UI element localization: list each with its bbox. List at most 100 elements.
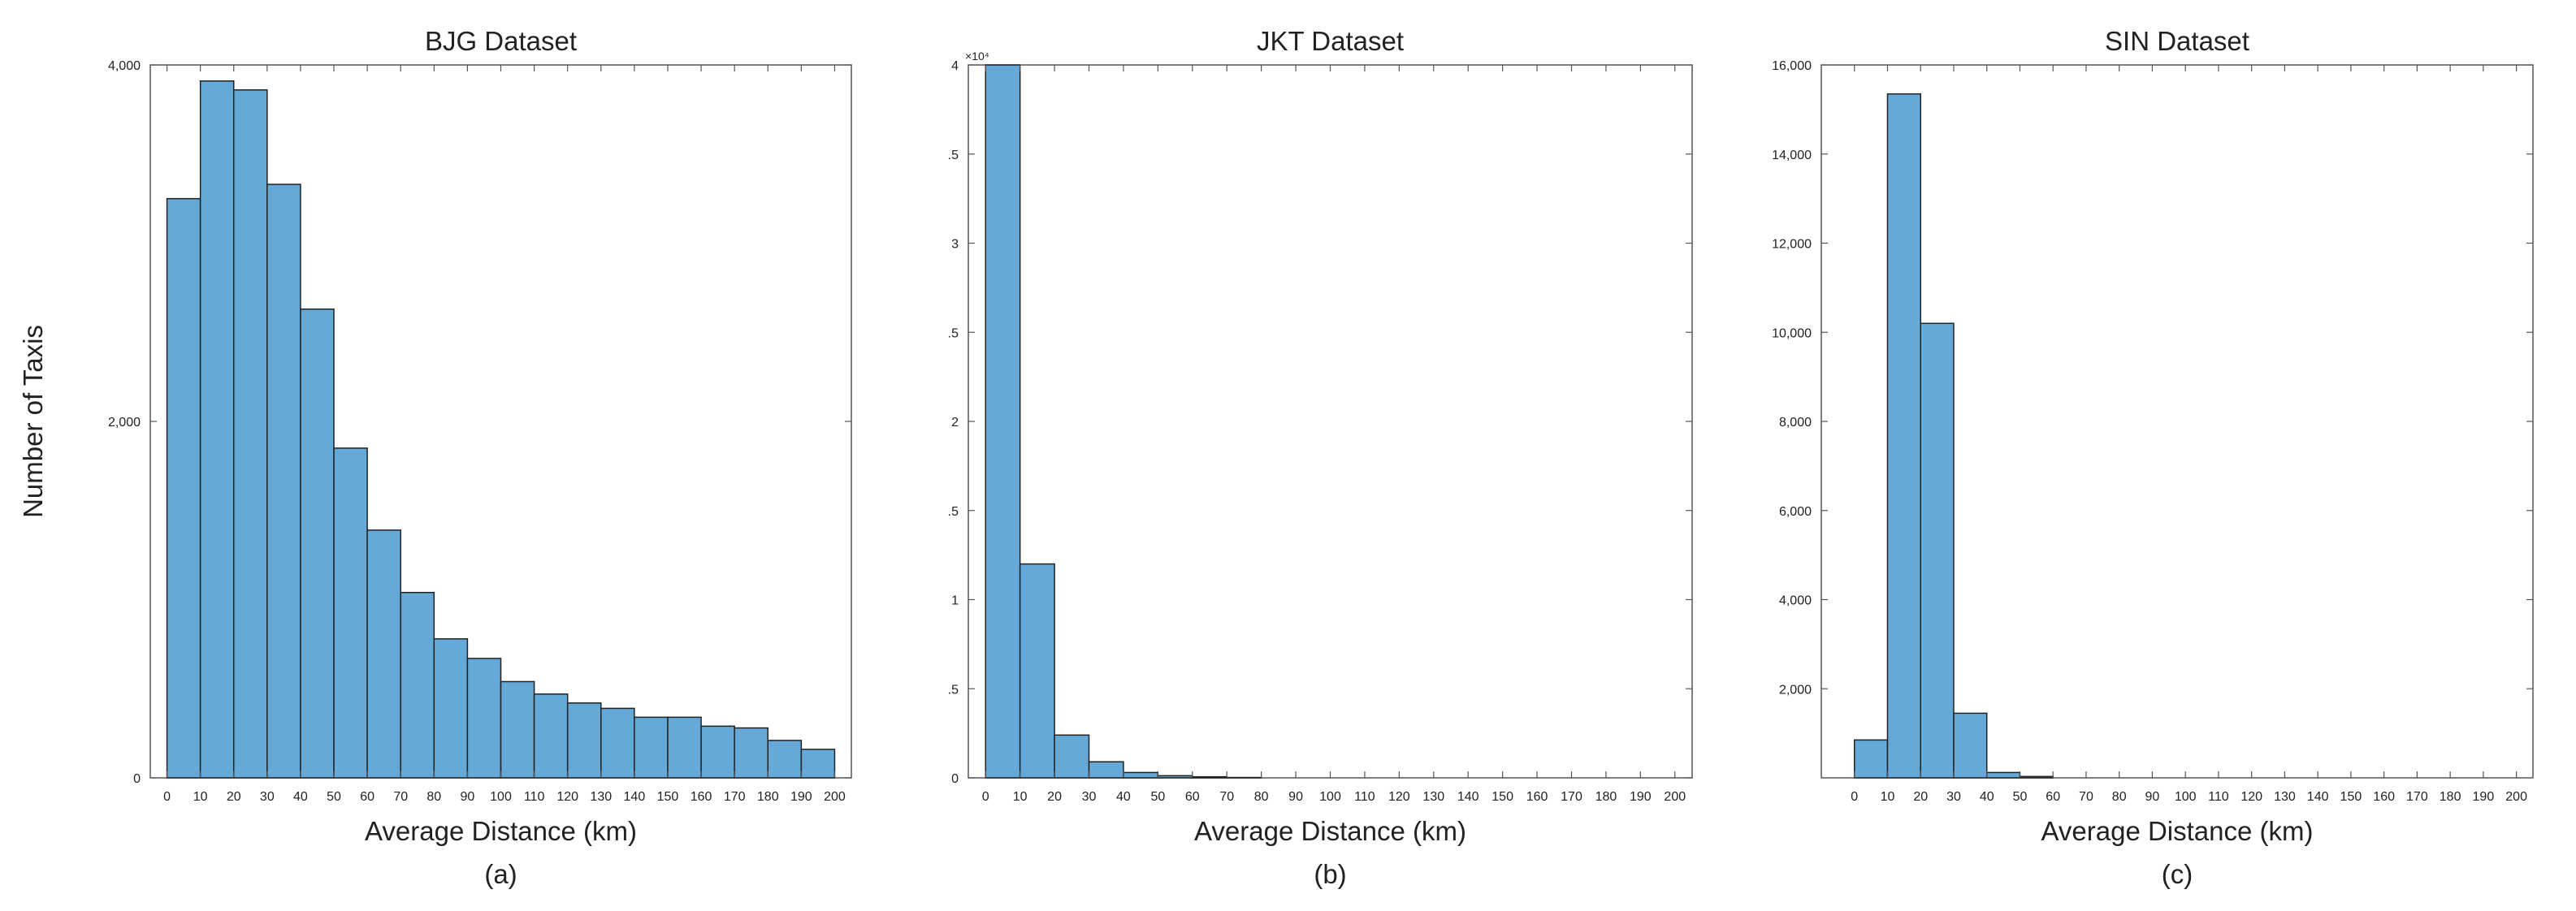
histogram-bar xyxy=(1088,761,1124,779)
chart-title: JKT Dataset xyxy=(1257,26,1404,56)
histogram-bar xyxy=(232,89,268,779)
x-tick-label: 80 xyxy=(1254,790,1269,804)
panel-jkt: 0 10 20 30 40 50 60 70 80 90 100 110 120 130 140 150 160… xyxy=(948,26,1693,889)
x-tick-label: 70 xyxy=(393,790,408,804)
x-tick-label: 160 xyxy=(691,790,712,804)
x-tick-label: 0 xyxy=(163,790,171,804)
histogram-bar xyxy=(1953,712,1988,779)
x-tick-label: 200 xyxy=(1664,790,1686,804)
subfigure-caption: (c) xyxy=(2162,859,2193,889)
panel-bjg: 0 10 20 30 40 50 60 70 80 90 100 110 120 130 140 150 160… xyxy=(18,26,852,889)
x-tick-label: 100 xyxy=(2175,790,2197,804)
x-tick-label: 10 xyxy=(1013,790,1028,804)
x-tick-label: 50 xyxy=(2013,790,2028,804)
y-tick-label: 1 xyxy=(951,594,959,608)
x-tick-label: 180 xyxy=(757,790,779,804)
x-tick-label: 70 xyxy=(1219,790,1234,804)
x-tick-label: 120 xyxy=(2240,790,2262,804)
x-tick-label: 10 xyxy=(193,790,208,804)
x-tick-label: 40 xyxy=(293,790,308,804)
x-tick-label: 60 xyxy=(1185,790,1200,804)
x-tick-label: 130 xyxy=(590,790,612,804)
histogram-bar xyxy=(166,197,201,779)
x-tick-label: 20 xyxy=(227,790,241,804)
histogram-bar xyxy=(634,716,669,779)
histogram-bar xyxy=(985,64,1021,779)
histogram-bar xyxy=(667,716,702,779)
x-tick-label: 130 xyxy=(2274,790,2296,804)
x-axis-label: Average Distance (km) xyxy=(1194,816,1466,846)
y-tick-label: 8,000 xyxy=(1779,416,1812,430)
subfigure-caption: (b) xyxy=(1314,859,1346,889)
x-tick-label: 110 xyxy=(2208,790,2229,804)
y-exponent-label: ×10⁴ xyxy=(965,50,989,63)
y-tick-label: 14,000 xyxy=(1772,149,1812,162)
histogram-bar xyxy=(333,447,368,779)
x-tick-label: 0 xyxy=(1851,790,1858,804)
x-tick-label: 180 xyxy=(1595,790,1617,804)
y-tick-label: 2,000 xyxy=(108,416,141,430)
y-tick-label: .5 xyxy=(948,683,959,697)
subfigure-caption: (a) xyxy=(484,859,517,889)
x-tick-label: 0 xyxy=(982,790,989,804)
x-tick-label: 170 xyxy=(2406,790,2428,804)
histogram-bar xyxy=(767,740,803,779)
x-tick-label: 130 xyxy=(1422,790,1444,804)
histogram-bar xyxy=(1019,563,1055,779)
y-tick-label: 10,000 xyxy=(1772,326,1812,340)
x-tick-label: 140 xyxy=(624,790,646,804)
histogram-bar xyxy=(600,707,635,779)
histogram-bar xyxy=(1920,322,1955,779)
histogram-bar xyxy=(734,727,769,779)
histogram-bar xyxy=(566,702,602,779)
histogram-bar xyxy=(366,529,401,779)
x-tick-label: 170 xyxy=(1561,790,1582,804)
x-tick-label: 30 xyxy=(1946,790,1961,804)
x-tick-label: 100 xyxy=(490,790,512,804)
x-tick-label: 50 xyxy=(327,790,341,804)
histogram-bar xyxy=(1123,771,1159,779)
histogram-bar xyxy=(433,638,469,779)
histogram-bar xyxy=(466,658,502,779)
histogram-bar xyxy=(800,749,836,779)
x-tick-label: 150 xyxy=(1491,790,1513,804)
x-tick-label: 190 xyxy=(790,790,812,804)
x-tick-label: 90 xyxy=(2145,790,2160,804)
x-tick-label: 50 xyxy=(1150,790,1165,804)
x-tick-label: 80 xyxy=(426,790,441,804)
histogram-bar xyxy=(533,693,569,779)
x-tick-label: 120 xyxy=(556,790,578,804)
x-tick-label: 180 xyxy=(2440,790,2461,804)
x-tick-label: 140 xyxy=(1457,790,1479,804)
chart-title: BJG Dataset xyxy=(425,26,577,56)
x-tick-label: 140 xyxy=(2307,790,2329,804)
histogram-bar xyxy=(1853,739,1889,779)
x-tick-label: 60 xyxy=(360,790,374,804)
histogram-bar xyxy=(199,80,235,779)
y-tick-label: .5 xyxy=(948,326,959,340)
x-tick-label: 110 xyxy=(524,790,545,804)
y-tick-label: 6,000 xyxy=(1779,505,1812,519)
y-axis-label: Number of Taxis xyxy=(18,325,48,518)
x-tick-label: 20 xyxy=(1047,790,1062,804)
histogram-bar xyxy=(1054,734,1090,779)
x-tick-label: 170 xyxy=(724,790,746,804)
x-tick-label: 20 xyxy=(1913,790,1928,804)
histogram-bar xyxy=(1985,771,2021,779)
y-tick-label: 4 xyxy=(951,59,959,73)
x-tick-label: 100 xyxy=(1319,790,1341,804)
x-tick-label: 190 xyxy=(2473,790,2495,804)
x-tick-label: 40 xyxy=(1980,790,1994,804)
x-tick-label: 150 xyxy=(2340,790,2362,804)
histogram-bar xyxy=(400,591,435,779)
y-tick-label: 0 xyxy=(133,772,141,786)
histogram-bar xyxy=(1886,93,1921,779)
y-tick-label: 4,000 xyxy=(108,59,141,73)
y-tick-label: 3 xyxy=(951,238,959,252)
chart-title: SIN Dataset xyxy=(2105,26,2249,56)
y-tick-label: 2,000 xyxy=(1779,683,1812,697)
x-tick-label: 60 xyxy=(2046,790,2060,804)
x-tick-label: 120 xyxy=(1388,790,1410,804)
x-tick-label: 10 xyxy=(1881,790,1895,804)
